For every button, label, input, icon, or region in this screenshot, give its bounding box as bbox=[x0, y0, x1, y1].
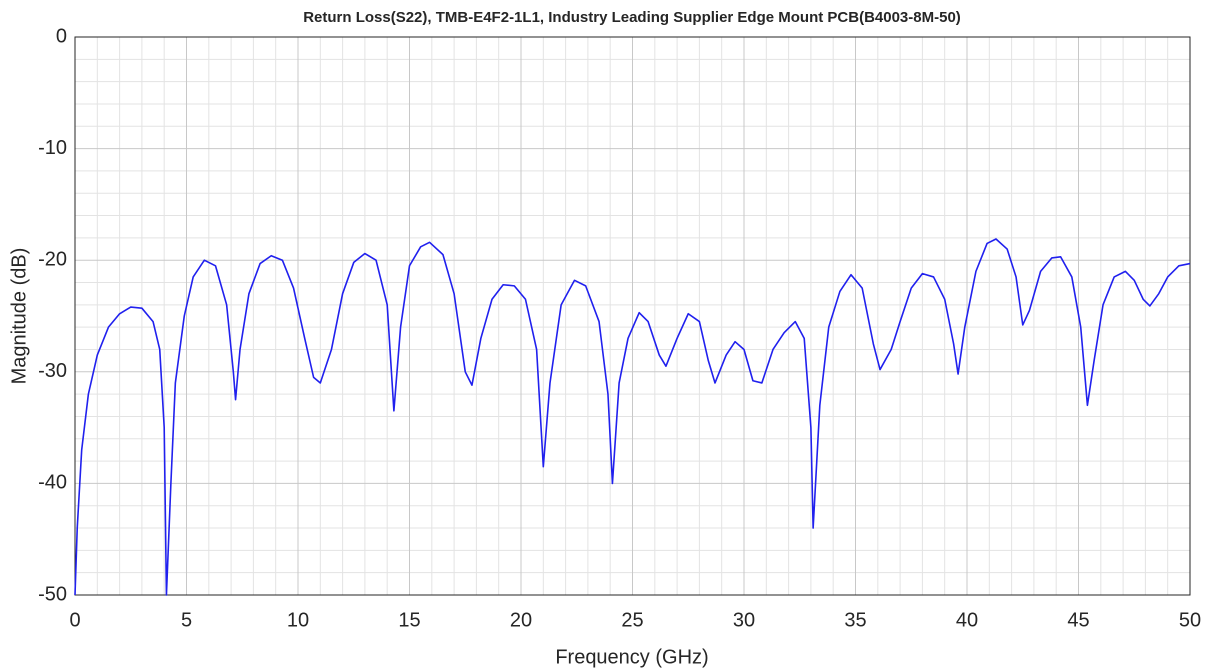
chart-title: Return Loss(S22), TMB-E4F2-1L1, Industry… bbox=[303, 9, 961, 26]
y-tick-label: -50 bbox=[38, 583, 67, 605]
y-tick-label: -20 bbox=[38, 248, 67, 270]
y-tick-label: -30 bbox=[38, 360, 67, 382]
y-tick-label: -10 bbox=[38, 137, 67, 159]
x-tick-label: 35 bbox=[844, 609, 866, 631]
x-tick-label: 0 bbox=[69, 609, 80, 631]
plot-frame bbox=[74, 36, 1191, 596]
y-tick-label: -40 bbox=[38, 472, 67, 494]
data-line bbox=[74, 238, 1191, 596]
x-tick-label: 15 bbox=[398, 609, 420, 631]
x-tick-label: 45 bbox=[1067, 609, 1089, 631]
x-axis-label: Frequency (GHz) bbox=[555, 646, 708, 668]
x-tick-label: 25 bbox=[621, 609, 643, 631]
x-tick-label: 40 bbox=[956, 609, 978, 631]
x-tick-label: 20 bbox=[510, 609, 532, 631]
y-tick-label: 0 bbox=[56, 25, 67, 47]
x-tick-label: 5 bbox=[181, 609, 192, 631]
y-axis-label: Magnitude (dB) bbox=[8, 248, 30, 385]
x-tick-label: 10 bbox=[287, 609, 309, 631]
x-tick-label: 50 bbox=[1179, 609, 1201, 631]
x-tick-label: 30 bbox=[733, 609, 755, 631]
